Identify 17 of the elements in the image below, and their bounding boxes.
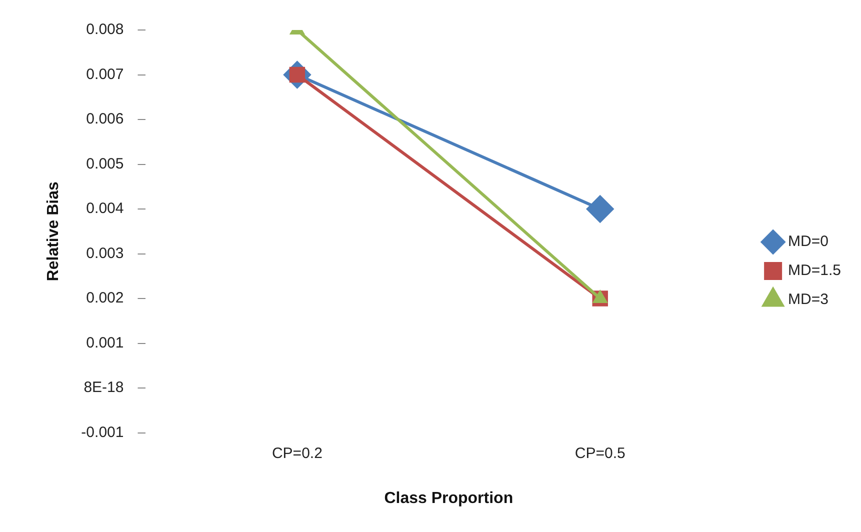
y-tick-label: 0.002 <box>86 290 124 307</box>
y-axis-title: Relative Bias <box>45 181 62 282</box>
y-tick-label: -0.001 <box>81 424 124 441</box>
x-axis-title: Class Proportion <box>384 490 514 507</box>
x-tick-label: CP=0.2 <box>272 444 322 462</box>
y-tick-label: 0.007 <box>86 66 124 83</box>
x-tick-label: CP=0.5 <box>574 444 626 462</box>
legend-label: MD=0 <box>788 233 828 250</box>
y-tick-label: 8E-18 <box>84 379 124 396</box>
y-tick-label: 0.006 <box>86 110 124 128</box>
y-tick-label: 0.003 <box>86 244 124 262</box>
y-tick-label: 0.001 <box>86 334 124 352</box>
legend-label: MD=1.5 <box>788 262 842 280</box>
y-tick-label: 0.008 <box>86 21 124 38</box>
y-tick-label: 0.005 <box>86 155 124 172</box>
legend-label: MD=3 <box>788 291 828 308</box>
y-tick-label: 0.004 <box>86 200 124 218</box>
